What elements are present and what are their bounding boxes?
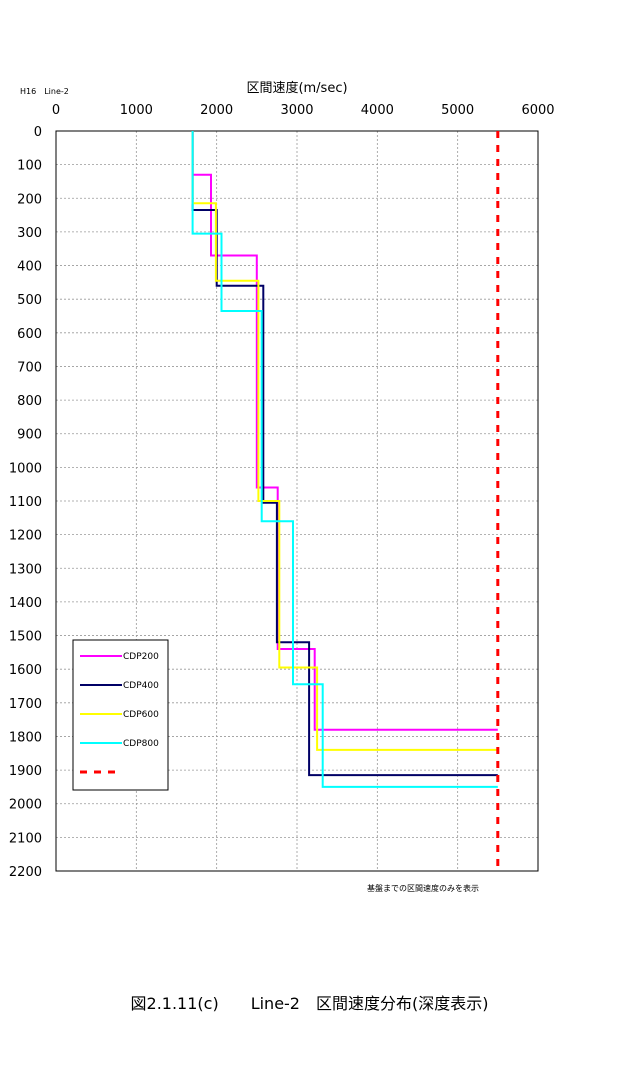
legend: CDP200 CDP400 CDP600 CDP800: [72, 639, 169, 791]
y-tick-label: 2200: [9, 865, 42, 880]
y-tick-label: 2100: [9, 831, 42, 846]
y-tick-label: 500: [17, 293, 42, 308]
figure-caption: 図2.1.11(c) Line-2 区間速度分布(深度表示): [130, 994, 489, 1013]
x-tick-label: 5000: [441, 103, 474, 118]
y-tick-label: 1600: [9, 663, 42, 678]
y-tick-label: 1100: [9, 495, 42, 510]
series-line-cdp600: [191, 131, 498, 751]
legend-label: CDP400: [123, 681, 159, 691]
y-tick-label: 1200: [9, 529, 42, 544]
legend-label: CDP600: [123, 710, 159, 720]
y-tick-labels: 0 100 200 300 400 500 600 700 800 900 1000 1100 1200…: [9, 125, 42, 880]
y-tick-label: 700: [17, 360, 42, 375]
y-tick-label: 1300: [9, 562, 42, 577]
y-tick-label: 1900: [9, 764, 42, 779]
chart-note: 基盤までの区間速度のみを表示: [367, 883, 479, 893]
legend-label: CDP200: [123, 652, 159, 662]
x-tick-label: 0: [52, 103, 60, 118]
line-label: H16 Line-2: [20, 87, 69, 96]
y-tick-label: 900: [17, 428, 42, 443]
y-tick-label: 1800: [9, 730, 42, 745]
x-tick-label: 2000: [200, 103, 233, 118]
y-tick-label: 0: [34, 125, 42, 140]
y-tick-label: 600: [17, 327, 42, 342]
x-tick-label: 4000: [361, 103, 394, 118]
y-tick-label: 400: [17, 260, 42, 275]
y-tick-label: 1700: [9, 697, 42, 712]
y-tick-label: 2000: [9, 798, 42, 813]
y-tick-label: 1500: [9, 630, 42, 645]
series-line-cdp400: [191, 131, 498, 777]
y-tick-label: 200: [17, 192, 42, 207]
y-tick-label: 1000: [9, 461, 42, 476]
y-tick-label: 1400: [9, 596, 42, 611]
y-tick-label: 800: [17, 394, 42, 409]
y-tick-label: 300: [17, 226, 42, 241]
chart-title: 区間速度(m/sec): [246, 80, 347, 96]
x-tick-label: 1000: [120, 103, 153, 118]
series-lines: [191, 131, 500, 871]
series-line-cdp200: [191, 131, 498, 731]
x-tick-label: 3000: [280, 103, 313, 118]
y-tick-label: 100: [17, 159, 42, 174]
x-tick-label: 6000: [521, 103, 554, 118]
series-line-cdp800: [191, 131, 498, 788]
plot-frame: [55, 130, 539, 872]
legend-label: CDP800: [123, 739, 159, 749]
x-tick-labels: 0 1000 2000 3000 4000 5000 6000: [52, 103, 555, 118]
